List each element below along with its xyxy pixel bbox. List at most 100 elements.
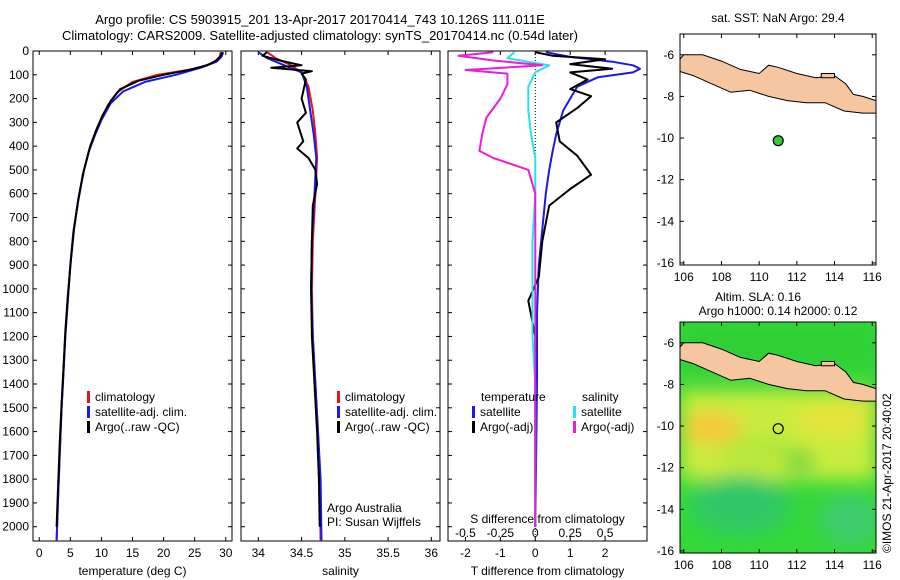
map-title: sat. SST: NaN Argo: 29.4	[711, 11, 845, 25]
depth-tick-label: 1700	[2, 448, 29, 462]
x-tick-label: -2	[460, 546, 471, 560]
lat-tick-label: -12	[657, 461, 675, 475]
argo-float-marker	[772, 423, 784, 435]
legend-swatch	[337, 406, 340, 418]
lat-tick-label: -10	[657, 131, 675, 145]
lon-tick-label: 112	[787, 270, 806, 284]
legend-label: Argo(-adj)	[581, 420, 634, 434]
legend-label: satellite-adj. clim.	[345, 405, 437, 419]
sla-map-panel: 106 108 110 112 114 116 -6 -8 -10 -12 -14 -16 Altim.…	[657, 290, 882, 572]
series-line-satellite-adj-clim-	[55, 51, 225, 542]
lon-tick-label: 110	[750, 270, 769, 284]
map-title: Altim. SLA: 0.16	[715, 290, 801, 304]
x-tick-label: 10	[95, 546, 109, 560]
depth-tick-label: 100	[9, 68, 29, 82]
map-subtitle: Argo h1000: 0.14 h2000: 0.12	[699, 304, 858, 318]
argo-float-marker	[772, 135, 784, 147]
lon-tick-label: 112	[787, 558, 806, 572]
legend-label: Argo(-adj)	[480, 420, 533, 434]
legend-header: temperature	[481, 390, 546, 404]
sla-map-frame	[679, 321, 877, 554]
depth-tick-label: 1600	[2, 425, 29, 439]
depth-tick-label: 1100	[3, 306, 29, 320]
legend-swatch	[87, 421, 90, 433]
s-tick-label: 0	[532, 526, 539, 540]
legend-swatch	[337, 421, 340, 433]
legend-label: Argo(..raw -QC)	[95, 420, 180, 434]
legend-swatch	[87, 391, 90, 403]
s-axis-label: S difference from climatology	[470, 512, 625, 526]
depth-tick-label: 700	[9, 211, 29, 225]
x-tick-label: 34.5	[290, 546, 314, 560]
series-line-salinity-argo-adj-	[457, 51, 544, 527]
x-axis-label: T difference from climatology	[471, 564, 625, 578]
lat-tick-label: -10	[657, 419, 675, 433]
madura-island	[820, 361, 835, 367]
lon-tick-label: 108	[711, 270, 731, 284]
x-axis-label: salinity	[322, 564, 359, 578]
annotation-text: Argo Australia	[327, 501, 402, 515]
legend-swatch	[573, 406, 576, 418]
depth-tick-label: 0	[22, 44, 29, 58]
lat-tick-label: -12	[657, 173, 675, 187]
series-line-temperature-argo-adj-	[527, 51, 614, 527]
sst-map-panel: 106 108 110 112 114 116 -6 -8 -10 -12 -14 -16 sat. S…	[657, 11, 882, 284]
lat-tick-label: -8	[663, 89, 674, 103]
series-line-salinity-satellite	[506, 51, 551, 527]
madura-island	[820, 73, 835, 79]
depth-tick-label: 1800	[2, 472, 29, 486]
legend-label: climatology	[345, 390, 405, 404]
x-tick-label: 0	[36, 546, 43, 560]
legend-swatch	[87, 406, 90, 418]
depth-tick-label: 400	[9, 139, 29, 153]
lat-tick-label: -16	[657, 544, 675, 558]
depth-tick-label: 200	[9, 92, 29, 106]
credit-text: ©IMOS 21-Apr-2017 20:40:02	[880, 393, 894, 553]
depth-tick-label: 600	[9, 187, 29, 201]
legend-label: satellite-adj. clim.	[95, 405, 187, 419]
sst-map-frame	[679, 33, 877, 266]
x-axis-label: temperature (deg C)	[78, 564, 186, 578]
x-tick-label: 25	[188, 546, 202, 560]
legend-swatch	[337, 391, 340, 403]
s-tick-label: -0.25	[487, 526, 515, 540]
x-tick-label: 0	[532, 546, 539, 560]
lon-tick-label: 114	[825, 558, 844, 572]
difference-frame	[447, 50, 648, 542]
climatology-title: Climatology: CARS2009. Satellite-adjuste…	[62, 28, 578, 43]
depth-tick-label: 1400	[2, 377, 29, 391]
lat-tick-label: -6	[663, 336, 674, 350]
salinity-frame	[240, 50, 441, 542]
lon-tick-label: 116	[863, 270, 882, 284]
legend-swatch	[472, 421, 475, 433]
x-tick-label: 35.5	[376, 546, 400, 560]
depth-tick-label: 1300	[2, 353, 29, 367]
temperature-panel: 0100200300400500600700800900100011001200…	[2, 44, 232, 578]
temperature-frame	[32, 50, 233, 542]
lon-tick-label: 106	[674, 558, 694, 572]
lon-tick-label: 116	[863, 558, 882, 572]
lon-tick-label: 110	[750, 558, 769, 572]
series-line-argo-raw-qc-	[55, 51, 223, 527]
s-tick-label: -0.5	[455, 526, 476, 540]
x-tick-label: 34	[252, 546, 266, 560]
x-tick-label: 36	[425, 546, 439, 560]
depth-tick-label: 300	[9, 115, 29, 129]
legend-header: salinity	[582, 390, 619, 404]
series-line-climatology	[55, 51, 222, 542]
series-line-argo-raw-qc-	[261, 51, 321, 527]
depth-tick-label: 1900	[2, 496, 29, 510]
depth-tick-label: 1200	[2, 329, 29, 343]
lat-tick-label: -14	[657, 214, 675, 228]
legend-label: satellite	[581, 405, 622, 419]
lon-tick-label: 114	[825, 270, 844, 284]
x-tick-label: 5	[67, 546, 74, 560]
legend-swatch	[472, 406, 475, 418]
depth-tick-label: 2000	[2, 520, 29, 534]
x-tick-label: 20	[157, 546, 171, 560]
depth-tick-label: 1500	[2, 401, 29, 415]
depth-tick-label: 500	[9, 163, 29, 177]
lat-tick-label: -14	[657, 502, 675, 516]
lat-tick-label: -16	[657, 256, 675, 270]
